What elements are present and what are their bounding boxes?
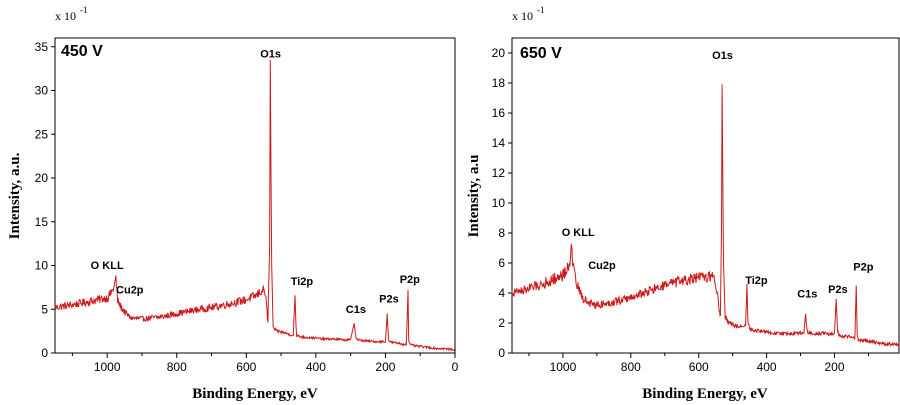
- peak-label-450v-p2p: P2p: [400, 274, 420, 286]
- y-scale-exponent-650v: -1: [537, 5, 545, 15]
- panel-650v: 1000 800 600 400 200 0 2 4 6 8 10 12 14 16 18 20 O KLL…: [466, 5, 900, 402]
- x-tick-label-450v-0: 1000: [94, 360, 121, 374]
- peak-label-650v-o1s: O1s: [712, 50, 733, 62]
- y-scale-exponent-450v: -1: [80, 5, 88, 15]
- x-tick-label-650v-1: 800: [621, 360, 641, 374]
- plot-frame-650v: [511, 37, 900, 354]
- y-tick-label-450v-0: 0: [41, 346, 48, 360]
- y-tick-label-450v-3: 15: [35, 215, 49, 229]
- peak-label-650v-cu2p: Cu2p: [588, 260, 616, 272]
- peak-label-650v-p2s: P2s: [828, 284, 848, 296]
- y-tick-label-450v-5: 25: [35, 127, 49, 141]
- x-tick-label-450v-4: 200: [375, 360, 395, 374]
- y-axis-title-450v: Intensity, a.u.: [7, 152, 23, 239]
- panel-450v: 1000 800 600 400 200 0 0 5 10 15 20 25 30 35 O KLL Cu…: [7, 5, 459, 402]
- peak-label-450v-cu2p: Cu2p: [116, 285, 144, 297]
- x-tick-label-650v-0: 1000: [550, 360, 577, 374]
- y-scale-label-450v: x 10: [55, 9, 76, 23]
- spectrum-line-group-650v: [511, 84, 900, 348]
- y-tick-label-450v-6: 30: [35, 84, 49, 98]
- peak-label-group-650v: O KLL Cu2p O1s Ti2p C1s P2s P2p: [562, 50, 874, 301]
- y-tick-label-650v-10: 20: [492, 46, 506, 60]
- x-tick-label-450v-3: 400: [306, 360, 326, 374]
- x-tick-label-450v-5: 0: [452, 360, 459, 374]
- y-tick-label-650v-3: 6: [498, 256, 505, 270]
- peak-label-650v-p2p: P2p: [853, 262, 873, 274]
- spectrum-line-450v: [54, 59, 456, 352]
- x-tick-group-650v: 1000 800 600 400 200: [528, 353, 869, 374]
- y-axis-title-650v: Intensity, a.u: [466, 155, 482, 238]
- y-tick-label-650v-7: 14: [492, 136, 506, 150]
- peak-label-450v-o-kll: O KLL: [91, 260, 124, 272]
- x-axis-title-650v: Binding Energy, eV: [642, 386, 768, 402]
- x-tick-label-450v-1: 800: [167, 360, 187, 374]
- condition-label-650v: 650 V: [520, 45, 562, 62]
- y-tick-label-450v-7: 35: [35, 40, 49, 54]
- y-tick-label-450v-2: 10: [35, 259, 49, 273]
- condition-label-450v: 450 V: [61, 43, 103, 60]
- peak-label-450v-o1s: O1s: [260, 48, 281, 60]
- x-tick-group-450v: 1000 800 600 400 200 0: [71, 353, 459, 374]
- y-tick-label-650v-0: 0: [498, 346, 505, 360]
- y-tick-label-650v-9: 18: [492, 76, 506, 90]
- peak-label-450v-p2s: P2s: [379, 293, 399, 305]
- peak-label-650v-o-kll: O KLL: [562, 227, 595, 239]
- plot-frame-450v: [54, 37, 456, 354]
- y-tick-label-650v-6: 12: [492, 166, 506, 180]
- y-tick-group-450v: 0 5 10 15 20 25 30 35: [35, 40, 55, 360]
- x-tick-label-450v-2: 600: [236, 360, 256, 374]
- x-axis-title-450v: Binding Energy, eV: [192, 386, 318, 402]
- y-tick-group-650v: 0 2 4 6 8 10 12 14 16 18 20: [492, 46, 512, 360]
- x-tick-label-650v-4: 200: [824, 360, 844, 374]
- y-tick-label-650v-1: 2: [498, 316, 505, 330]
- spectrum-line-650v: [511, 84, 900, 348]
- peak-label-650v-ti2p: Ti2p: [745, 275, 768, 287]
- y-tick-label-650v-4: 8: [498, 226, 505, 240]
- y-tick-label-650v-5: 10: [492, 196, 506, 210]
- x-tick-label-650v-3: 400: [757, 360, 777, 374]
- y-tick-label-450v-4: 20: [35, 171, 49, 185]
- y-tick-label-650v-8: 16: [492, 106, 506, 120]
- y-tick-label-650v-2: 4: [498, 286, 505, 300]
- y-scale-label-650v: x 10: [512, 9, 533, 23]
- peak-label-450v-ti2p: Ti2p: [291, 276, 314, 288]
- spectrum-line-group-450v: [54, 59, 456, 352]
- peak-label-650v-c1s: C1s: [797, 289, 817, 301]
- x-tick-label-650v-2: 600: [689, 360, 709, 374]
- y-tick-label-450v-1: 5: [41, 302, 48, 316]
- peak-label-450v-c1s: C1s: [346, 304, 366, 316]
